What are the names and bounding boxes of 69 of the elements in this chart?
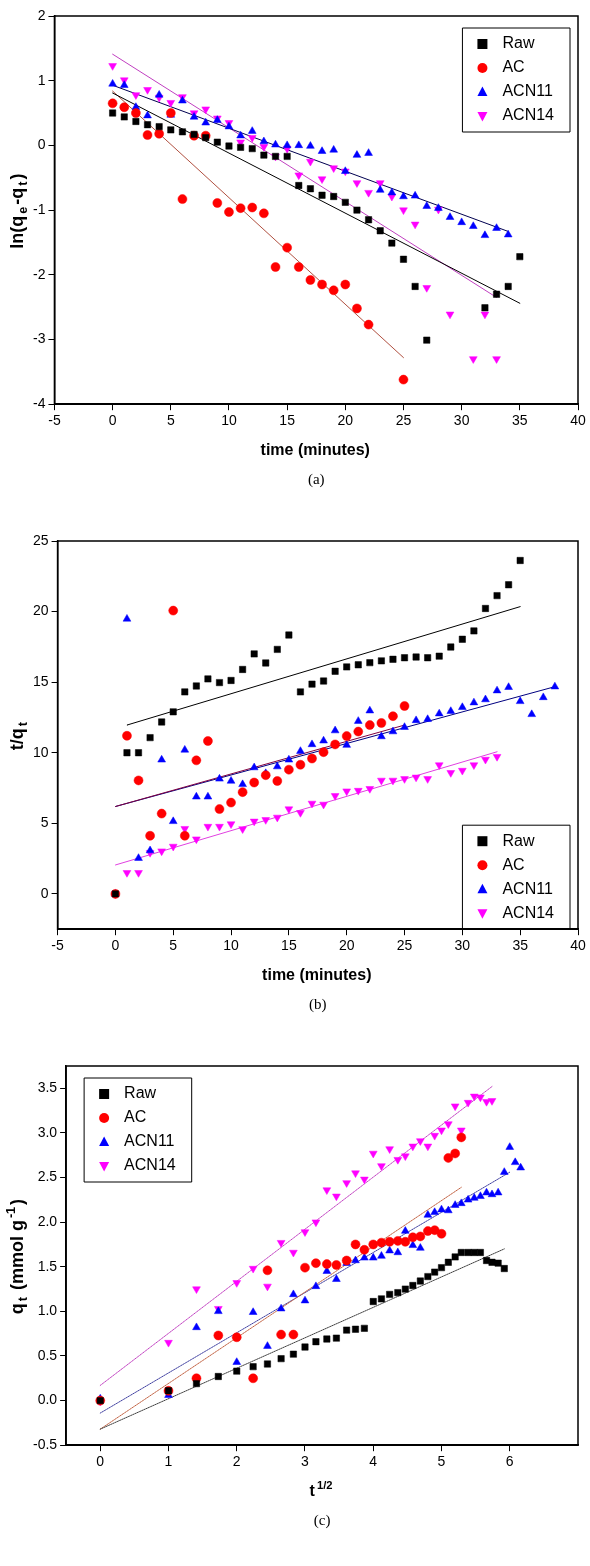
y-tick-label: 3.0 [37,1123,58,1140]
y-tick-label: 2.0 [37,1213,58,1229]
y-axis-title: t/qt [6,721,30,751]
x-tick-label: -5 [51,937,65,954]
legend-label: ACN14 [124,1156,176,1174]
y-tick-label: -0.5 [33,1436,58,1453]
y-axis-title: qt (mmol g-1) [4,1198,30,1315]
text: (a) [307,471,325,489]
legend-label: AC [502,855,525,873]
y-tick-label: -2 [33,265,46,282]
legend-label: ACN14 [502,106,555,124]
legend-label: Raw [502,831,535,849]
x-tick-label: 0 [108,412,117,429]
y-tick-label: 25 [32,531,49,548]
text: (b) [309,996,327,1014]
x-tick-label: 0 [111,937,120,954]
y-tick-label: -1 [33,200,46,217]
y-axis-title: ln(qe-qt) [6,173,30,249]
x-axis-title: time (minutes) [260,440,370,458]
x-tick-label: 3 [301,1453,310,1470]
x-tick-label: 4 [369,1453,378,1470]
y-tick-label: 20 [32,602,49,619]
x-tick-label: 5 [437,1453,446,1470]
x-tick-label: -5 [48,412,61,429]
x-tick-label: 30 [454,937,471,954]
x-tick-label: 5 [166,412,175,429]
x-tick-label: 25 [395,412,412,429]
x-tick-label: 35 [512,412,528,429]
x-tick-label: 10 [221,412,237,429]
y-tick-label: 15 [32,673,49,690]
x-tick-label: 40 [570,412,586,429]
x-tick-label: 20 [337,412,354,429]
y-tick-label: 5 [40,814,49,831]
legend-label: Raw [124,1084,157,1102]
x-tick-label: 30 [453,412,470,429]
y-tick-label: 0 [37,136,46,153]
y-tick-label: -4 [33,395,46,412]
x-tick-label: 10 [223,937,240,954]
x-tick-label: 1 [164,1453,173,1470]
x-tick-label: 0 [96,1453,105,1470]
x-tick-label: 35 [512,937,529,954]
x-tick-label: 15 [279,412,296,429]
legend-label: ACN11 [502,82,553,100]
x-tick-label: 20 [338,937,355,954]
text: (c) [313,1512,331,1530]
y-tick-label: 1 [37,71,46,88]
y-tick-label: 3.5 [37,1079,58,1096]
legend-label: AC [502,58,525,76]
legend-label: AC [124,1108,147,1126]
y-tick-label: 0.5 [37,1346,58,1363]
legend-label: ACN11 [124,1132,175,1150]
legend-label: ACN14 [502,903,555,921]
x-tick-label: 15 [281,937,297,954]
x-axis-title: time (minutes) [262,965,372,983]
y-tick-label: 1.5 [37,1257,58,1274]
y-tick-label: 0 [40,884,49,901]
x-tick-label: 6 [505,1453,514,1470]
y-tick-label: 10 [32,743,49,760]
y-tick-label: -3 [33,330,46,347]
y-tick-label: 2.5 [37,1168,58,1185]
y-tick-label: 1.0 [37,1302,58,1319]
x-tick-label: 5 [169,937,178,954]
y-tick-label: 2 [37,6,46,23]
x-tick-label: 2 [232,1453,241,1470]
legend-label: Raw [502,34,535,52]
x-tick-label: 25 [396,937,413,954]
x-tick-label: 40 [570,937,586,954]
y-tick-label: 0.0 [37,1391,58,1408]
legend-label: ACN11 [502,879,553,897]
